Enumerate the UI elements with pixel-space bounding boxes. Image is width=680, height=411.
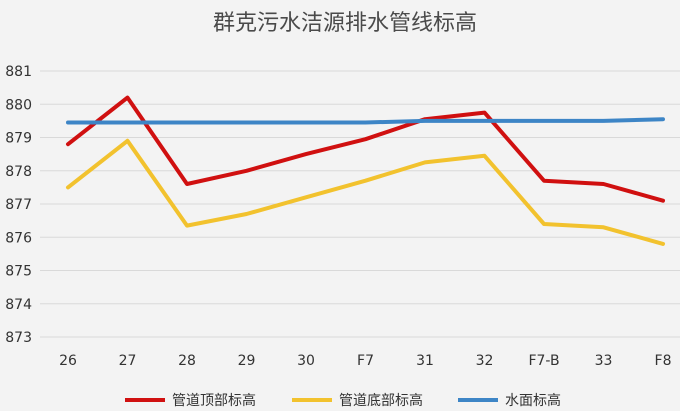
- y-tick-label: 873: [5, 330, 32, 346]
- y-tick-label: 880: [5, 97, 32, 113]
- x-tick-label: 31: [416, 353, 434, 369]
- legend: 管道顶部标高 管道底部标高 水面标高: [125, 392, 561, 409]
- x-axis: 26 27 28 29 30 F7 31 32 F7-B 33 F8: [59, 353, 671, 369]
- x-tick-label: 30: [297, 353, 315, 369]
- y-tick-label: 879: [5, 131, 32, 147]
- y-tick-label: 877: [5, 197, 32, 213]
- y-tick-label: 878: [5, 164, 32, 180]
- legend-label: 管道底部标高: [339, 392, 423, 409]
- x-tick-label: 33: [595, 353, 613, 369]
- x-tick-label: 29: [238, 353, 256, 369]
- legend-label: 水面标高: [505, 392, 561, 409]
- x-tick-label: F7: [357, 353, 374, 369]
- series-line-1: [66, 138, 665, 246]
- series-line-0: [66, 95, 665, 203]
- series-line-2: [66, 117, 665, 125]
- x-tick-label: 28: [178, 353, 196, 369]
- x-tick-label: F7-B: [528, 353, 559, 369]
- y-tick-label: 876: [5, 230, 32, 246]
- y-tick-label: 881: [5, 64, 32, 80]
- x-tick-label: 26: [59, 353, 77, 369]
- y-tick-label: 874: [5, 297, 32, 313]
- legend-label: 管道顶部标高: [172, 392, 256, 409]
- chart-title: 群克污水洁源排水管线标高: [213, 11, 477, 36]
- y-axis: 881 880 879 878 877 876 875 874 873: [5, 64, 32, 346]
- x-tick-label: F8: [655, 353, 672, 369]
- y-tick-label: 875: [5, 264, 32, 280]
- x-tick-label: 27: [119, 353, 137, 369]
- x-tick-label: 32: [476, 353, 494, 369]
- series-lines: [66, 95, 665, 246]
